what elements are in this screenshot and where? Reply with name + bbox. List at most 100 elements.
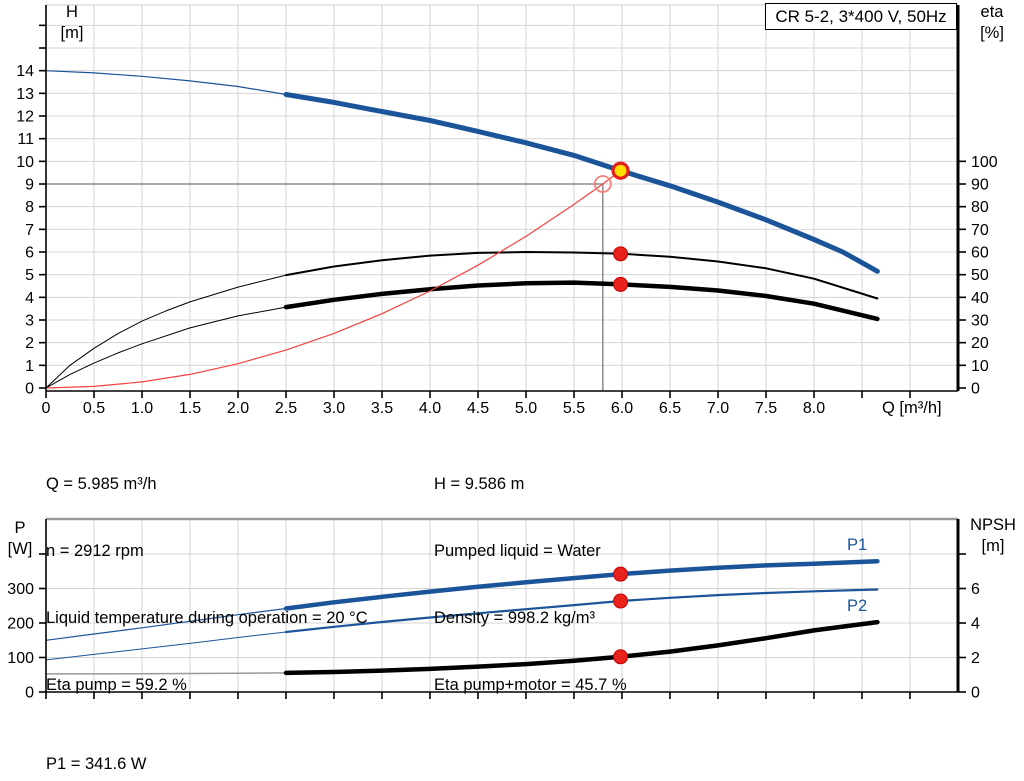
qh-chart: 0 0.5 1.0 1.5 2.0 2.5 3.0 3.5 4.0 4.5 5.0 5.5 6.0 6.5… bbox=[16, 4, 998, 417]
p1-curve-label: P1 bbox=[847, 536, 868, 554]
h-axis-label-line1: H bbox=[66, 3, 78, 21]
info-density: Density = 998.2 kg/m³ bbox=[434, 609, 595, 628]
svg-text:200: 200 bbox=[7, 616, 34, 633]
svg-text:7.0: 7.0 bbox=[707, 400, 729, 417]
svg-text:6.0: 6.0 bbox=[611, 400, 633, 417]
eta-axis-label-line2: [%] bbox=[980, 24, 1004, 42]
svg-text:300: 300 bbox=[7, 581, 34, 598]
p-axis-label-line2: [W] bbox=[7, 540, 33, 558]
svg-text:3.5: 3.5 bbox=[371, 400, 393, 417]
svg-text:1.0: 1.0 bbox=[131, 400, 153, 417]
svg-text:10: 10 bbox=[971, 358, 989, 375]
P2 bbox=[45, 588, 879, 661]
info-q: Q = 5.985 m³/h bbox=[46, 474, 157, 493]
P1 bbox=[45, 558, 880, 641]
svg-text:9: 9 bbox=[25, 177, 34, 194]
duty-point-p2 bbox=[613, 593, 629, 609]
pump-title-box: CR 5-2, 3*400 V, 50Hz bbox=[765, 3, 957, 30]
svg-text:90: 90 bbox=[971, 177, 989, 194]
svg-text:12: 12 bbox=[16, 109, 34, 126]
svg-text:8.0: 8.0 bbox=[803, 400, 825, 417]
svg-text:4.0: 4.0 bbox=[419, 400, 441, 417]
svg-text:0: 0 bbox=[25, 381, 34, 398]
npsh-axis-label-line1: NPSH bbox=[970, 516, 1016, 534]
NPSH bbox=[45, 619, 880, 676]
info-pumped-liquid: Pumped liquid = Water bbox=[434, 542, 601, 561]
right-axis-ticks: 0 10 20 30 40 50 60 70 80 90 100 bbox=[958, 154, 998, 398]
x-ticks bbox=[45, 692, 911, 699]
svg-text:5: 5 bbox=[25, 267, 34, 284]
power-npsh-chart: 0 100 200 300 0 2 4 6 bbox=[7, 517, 980, 702]
duty-point-npsh bbox=[613, 649, 629, 665]
svg-text:0: 0 bbox=[25, 685, 34, 702]
duty-crosshair bbox=[46, 183, 604, 391]
gridlines bbox=[46, 5, 958, 391]
svg-text:2: 2 bbox=[25, 335, 34, 352]
svg-text:5.5: 5.5 bbox=[563, 400, 585, 417]
npsh-axis-label: NPSH [m] bbox=[962, 515, 1024, 557]
svg-text:70: 70 bbox=[971, 222, 989, 239]
svg-text:8: 8 bbox=[25, 199, 34, 216]
svg-text:6: 6 bbox=[25, 245, 34, 262]
h-axis-label-line2: [m] bbox=[60, 24, 84, 42]
svg-text:60: 60 bbox=[971, 245, 989, 262]
system-curve bbox=[45, 170, 622, 389]
x-ticks: 0 0.5 1.0 1.5 2.0 2.5 3.0 3.5 4.0 4.5 5.0 5.5 6.0 6.5… bbox=[42, 391, 911, 417]
svg-text:6: 6 bbox=[971, 581, 980, 598]
svg-text:10: 10 bbox=[16, 154, 34, 171]
info-n: n = 2912 rpm bbox=[46, 542, 144, 561]
left-axis-ticks: 0 100 200 300 bbox=[7, 553, 46, 702]
svg-text:7: 7 bbox=[25, 222, 34, 239]
power-info-block: P1 = 341.6 W P2 = 263.6 W NPSH = 2.04 m bbox=[46, 708, 161, 781]
info-eta-pump: Eta pump = 59.2 % bbox=[46, 676, 187, 695]
svg-text:3.0: 3.0 bbox=[323, 400, 345, 417]
info-eta-pump-motor: Eta pump+motor = 45.7 % bbox=[434, 676, 627, 695]
eta-axis-label-line1: eta bbox=[980, 3, 1004, 21]
svg-text:2: 2 bbox=[971, 650, 980, 667]
svg-text:4.5: 4.5 bbox=[467, 400, 489, 417]
svg-text:5.0: 5.0 bbox=[515, 400, 537, 417]
svg-text:3: 3 bbox=[25, 313, 34, 330]
p-axis-label-line1: P bbox=[14, 519, 26, 537]
svg-text:50: 50 bbox=[971, 267, 989, 284]
svg-text:0: 0 bbox=[42, 400, 51, 417]
svg-text:4: 4 bbox=[25, 290, 34, 307]
svg-text:30: 30 bbox=[971, 313, 989, 330]
p-axis-label: P [W] bbox=[0, 518, 51, 560]
svg-text:80: 80 bbox=[971, 199, 989, 216]
p2-curve-label: P2 bbox=[847, 597, 868, 615]
requested-duty-point bbox=[593, 175, 612, 193]
svg-text:100: 100 bbox=[971, 154, 998, 171]
info-liquid-temp: Liquid temperature during operation = 20… bbox=[46, 609, 368, 628]
q-axis-label: Q [m³/h] bbox=[882, 399, 942, 417]
duty-point-p1 bbox=[613, 566, 629, 582]
svg-text:2.0: 2.0 bbox=[227, 400, 249, 417]
svg-text:11: 11 bbox=[17, 131, 34, 148]
svg-text:0.5: 0.5 bbox=[83, 400, 105, 417]
eta-pump-motor-curve bbox=[45, 280, 880, 389]
svg-text:20: 20 bbox=[971, 335, 989, 352]
duty-info-right: H = 9.586 m Pumped liquid = Water Densit… bbox=[434, 428, 627, 742]
svg-text:2.5: 2.5 bbox=[275, 400, 297, 417]
h-axis-label: H [m] bbox=[41, 2, 103, 44]
info-p1: P1 = 341.6 W bbox=[46, 754, 147, 773]
svg-text:6.5: 6.5 bbox=[659, 400, 681, 417]
svg-text:7.5: 7.5 bbox=[755, 400, 777, 417]
svg-text:13: 13 bbox=[16, 86, 34, 103]
duty-point-eta-pump bbox=[613, 246, 629, 262]
svg-text:100: 100 bbox=[7, 650, 34, 667]
svg-text:0: 0 bbox=[971, 685, 980, 702]
svg-text:14: 14 bbox=[16, 63, 34, 80]
svg-text:40: 40 bbox=[971, 290, 989, 307]
svg-text:1.5: 1.5 bbox=[179, 400, 201, 417]
eta-axis-label: eta [%] bbox=[961, 2, 1023, 44]
svg-text:4: 4 bbox=[971, 616, 980, 633]
QH-curve bbox=[45, 70, 880, 274]
duty-point-eta-pump-motor bbox=[613, 276, 629, 292]
duty-info-left: Q = 5.985 m³/h n = 2912 rpm Liquid tempe… bbox=[46, 428, 368, 742]
svg-text:1: 1 bbox=[25, 358, 34, 375]
duty-point-qh bbox=[611, 161, 630, 180]
